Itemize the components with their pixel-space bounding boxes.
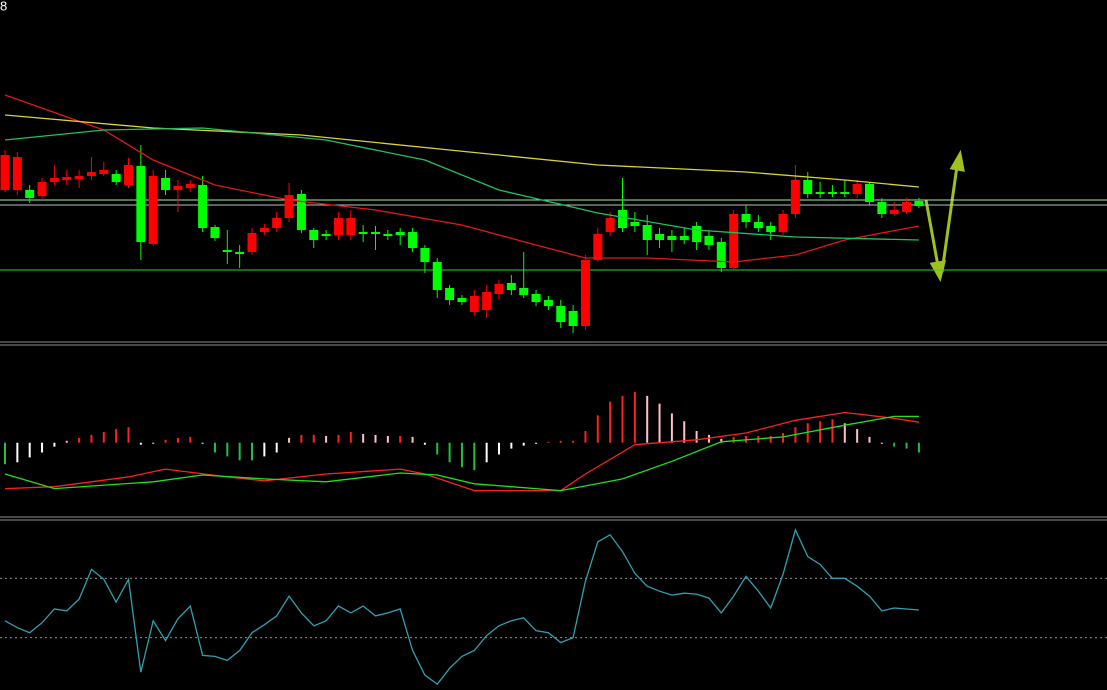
candle-body [630, 222, 640, 226]
candle-body [74, 176, 84, 179]
candle-body [173, 186, 183, 190]
candle-body [482, 292, 492, 310]
ma-line [4, 415, 919, 492]
candle-body [803, 180, 813, 194]
candle-body [852, 184, 862, 194]
candle-body [198, 185, 208, 228]
candle-body [309, 230, 319, 240]
candle-body [111, 174, 121, 182]
candle-body [432, 262, 442, 290]
candle-body [49, 178, 59, 182]
candle-body [136, 166, 146, 242]
candle-body [457, 298, 467, 302]
candle-body [296, 194, 306, 230]
candle-body [99, 170, 109, 174]
candle-body [704, 236, 714, 245]
candle-body [877, 202, 887, 214]
candle-body [395, 232, 405, 235]
candle-body [383, 234, 393, 236]
candle-body [865, 184, 874, 202]
candle-body [692, 226, 702, 242]
indicator-line [4, 528, 919, 685]
candle-body [815, 192, 825, 194]
candle-body [371, 232, 380, 234]
ma-line [4, 114, 919, 188]
candle-body [790, 180, 800, 214]
candle-body [272, 218, 282, 228]
candle-body [556, 306, 566, 322]
candle-body [618, 210, 627, 228]
candle-body [210, 227, 220, 238]
candle-body [519, 288, 529, 295]
candle-body [531, 294, 541, 302]
candle-body [37, 182, 47, 196]
arrow-up [940, 165, 959, 273]
candle-body [741, 214, 751, 222]
candle-body [667, 236, 677, 240]
arrow-head [949, 149, 965, 172]
candle-body [914, 201, 924, 206]
candle-body [161, 178, 171, 190]
candle-body [753, 222, 763, 228]
candle-body [902, 202, 912, 212]
candle-body [543, 300, 553, 306]
ma-line [4, 411, 920, 492]
candle-body [716, 242, 726, 268]
candle-body [506, 283, 516, 290]
candle-body [408, 232, 418, 248]
candle-body [222, 250, 232, 252]
candle-body [148, 176, 158, 244]
candle-body [346, 218, 356, 235]
candle-body [469, 296, 479, 312]
candle-body [259, 228, 269, 232]
candle-body [12, 157, 22, 190]
candle-body [86, 172, 96, 176]
candle-body [679, 236, 689, 240]
candle-body [593, 234, 603, 260]
candle-body [333, 218, 343, 235]
ma-line [4, 94, 920, 263]
candle-body [235, 252, 245, 254]
arrow-down [924, 199, 940, 267]
candle-body [642, 225, 652, 240]
candle-body [778, 214, 788, 232]
candle-body [25, 190, 35, 198]
candle-body [284, 195, 294, 218]
candle-body [358, 232, 368, 234]
candle-body [185, 184, 195, 188]
candle-body [655, 234, 665, 240]
candle-body [445, 288, 455, 300]
candle-body [889, 210, 899, 214]
candle-body [605, 218, 615, 232]
corner-label: 8 [0, 0, 7, 13]
candle-body [124, 165, 133, 185]
candle-body [62, 177, 72, 180]
candle-body [494, 284, 504, 294]
candle-body [568, 311, 578, 326]
candle-body [0, 155, 10, 190]
ma-line [4, 127, 919, 241]
candle-body [580, 260, 590, 326]
candle-body [729, 214, 739, 268]
candle-body [840, 192, 850, 194]
candle-body [321, 234, 331, 236]
candle-body [766, 226, 776, 232]
candle-body [827, 192, 837, 194]
candle-body [420, 248, 430, 262]
candle-body [247, 233, 257, 252]
